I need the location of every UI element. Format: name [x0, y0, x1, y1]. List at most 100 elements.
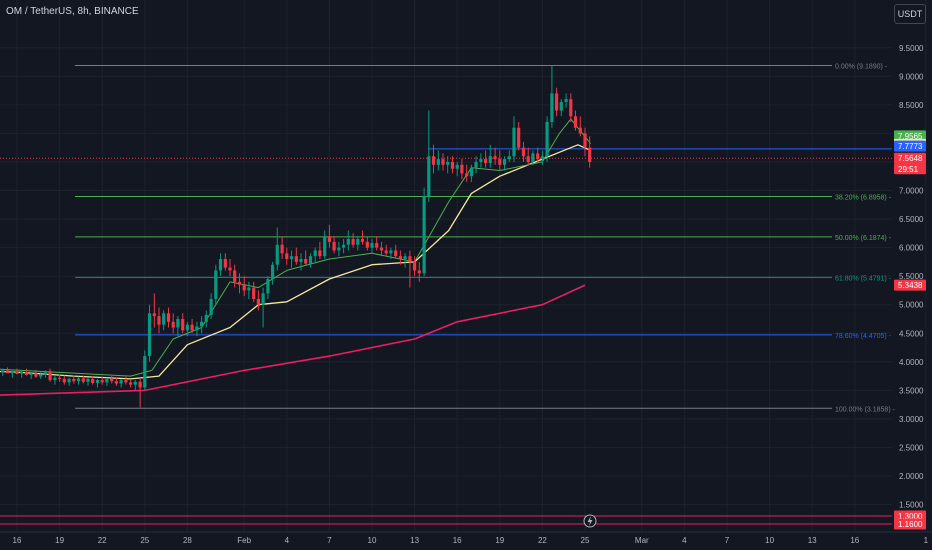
fib-level-label: 0.00% (9.1890) -: [835, 64, 888, 71]
price-tag-text: 5.3438: [898, 281, 923, 290]
lightning-icon-bolt: [587, 516, 593, 526]
candle-body: [484, 159, 488, 164]
candle: [351, 233, 355, 248]
time-axis-label: 1: [924, 536, 929, 545]
lightning-icon: [583, 514, 597, 528]
price-axis-label: 6.5000: [899, 215, 924, 224]
candle-body: [441, 159, 445, 165]
currency-button[interactable]: USDT: [894, 4, 926, 24]
candle: [531, 150, 535, 165]
candle-body: [48, 372, 52, 381]
candle: [91, 376, 95, 385]
candle: [237, 273, 242, 294]
candle: [15, 368, 19, 375]
candle-body: [379, 247, 384, 251]
ema-green-line: [0, 118, 592, 377]
candle: [408, 250, 412, 288]
candle-body: [375, 243, 379, 248]
candle-body: [24, 372, 29, 375]
candle: [550, 65, 554, 128]
candle: [540, 150, 544, 165]
candle: [337, 241, 341, 257]
candle-body: [266, 279, 270, 294]
price-tag-bg: [894, 152, 926, 164]
candle-body: [493, 156, 497, 160]
candle: [555, 87, 559, 117]
candle: [124, 376, 128, 385]
candle-body: [512, 127, 516, 157]
candle-body: [308, 256, 313, 264]
candle: [129, 378, 133, 388]
candle-body: [332, 241, 336, 251]
candle: [469, 164, 473, 182]
candle: [214, 264, 218, 305]
time-axis-label: 19: [55, 536, 64, 545]
candle-body: [517, 127, 521, 148]
candle: [110, 376, 114, 384]
candle-body: [417, 270, 421, 274]
candle-body: [218, 259, 223, 271]
price-tag-text: 1.1600: [898, 520, 923, 529]
candle-body: [446, 161, 450, 165]
time-axis-label: 7: [327, 536, 332, 545]
candle-body: [119, 380, 123, 384]
candle: [86, 377, 90, 386]
candle-body: [474, 161, 478, 168]
candle: [24, 368, 29, 376]
candle-body: [502, 159, 507, 165]
candle: [370, 239, 374, 254]
candle: [332, 236, 336, 254]
candle: [398, 250, 402, 265]
candle-body: [422, 196, 426, 274]
price-axis-label: 9.0000: [899, 72, 924, 81]
candle-body: [384, 250, 388, 254]
time-axis-label: 22: [538, 536, 547, 545]
candle: [223, 253, 227, 271]
candle-body: [294, 256, 298, 262]
candle-body: [185, 324, 189, 331]
candle: [5, 367, 10, 374]
candle-body: [360, 239, 365, 242]
candle-body: [247, 287, 251, 291]
candle-body: [29, 373, 33, 375]
candle-body: [62, 378, 66, 383]
candle: [43, 370, 47, 378]
candle-body: [162, 313, 166, 325]
candle: [588, 136, 592, 168]
candle: [114, 377, 118, 386]
candle: [422, 187, 426, 277]
candle-body: [252, 287, 256, 299]
candle-body: [408, 256, 412, 262]
candle: [67, 377, 71, 386]
candle-body: [507, 156, 511, 160]
price-tag-bg: [894, 140, 926, 152]
candle-body: [342, 244, 346, 248]
candle-body: [465, 173, 469, 177]
candle-body: [550, 93, 554, 122]
ema-fast-line: [0, 144, 591, 380]
candle: [346, 230, 350, 251]
fib-level-label: 100.00% (3.1858) -: [835, 406, 896, 413]
time-axis-label: 10: [368, 536, 377, 545]
candle-body: [152, 313, 156, 317]
price-axis-label: 2.0000: [899, 472, 924, 481]
candle: [493, 147, 497, 165]
candle: [446, 156, 450, 174]
candle-body: [346, 239, 350, 245]
time-axis-label: 13: [410, 536, 419, 545]
time-axis-label: 4: [285, 536, 290, 545]
candle: [105, 377, 109, 386]
candle: [233, 264, 237, 288]
fib-level-label: 61.80% (5.4791) -: [835, 275, 892, 282]
candle: [365, 236, 369, 251]
candle-body: [271, 264, 275, 280]
price-tag: 7.7773: [894, 140, 926, 152]
candle: [360, 230, 365, 245]
price-tag-bg: [894, 518, 926, 530]
candles: [1, 65, 592, 408]
price-axis-label: 8.5000: [899, 101, 924, 110]
candle-body: [540, 156, 544, 160]
candle-body: [370, 243, 374, 248]
candle: [176, 316, 180, 337]
